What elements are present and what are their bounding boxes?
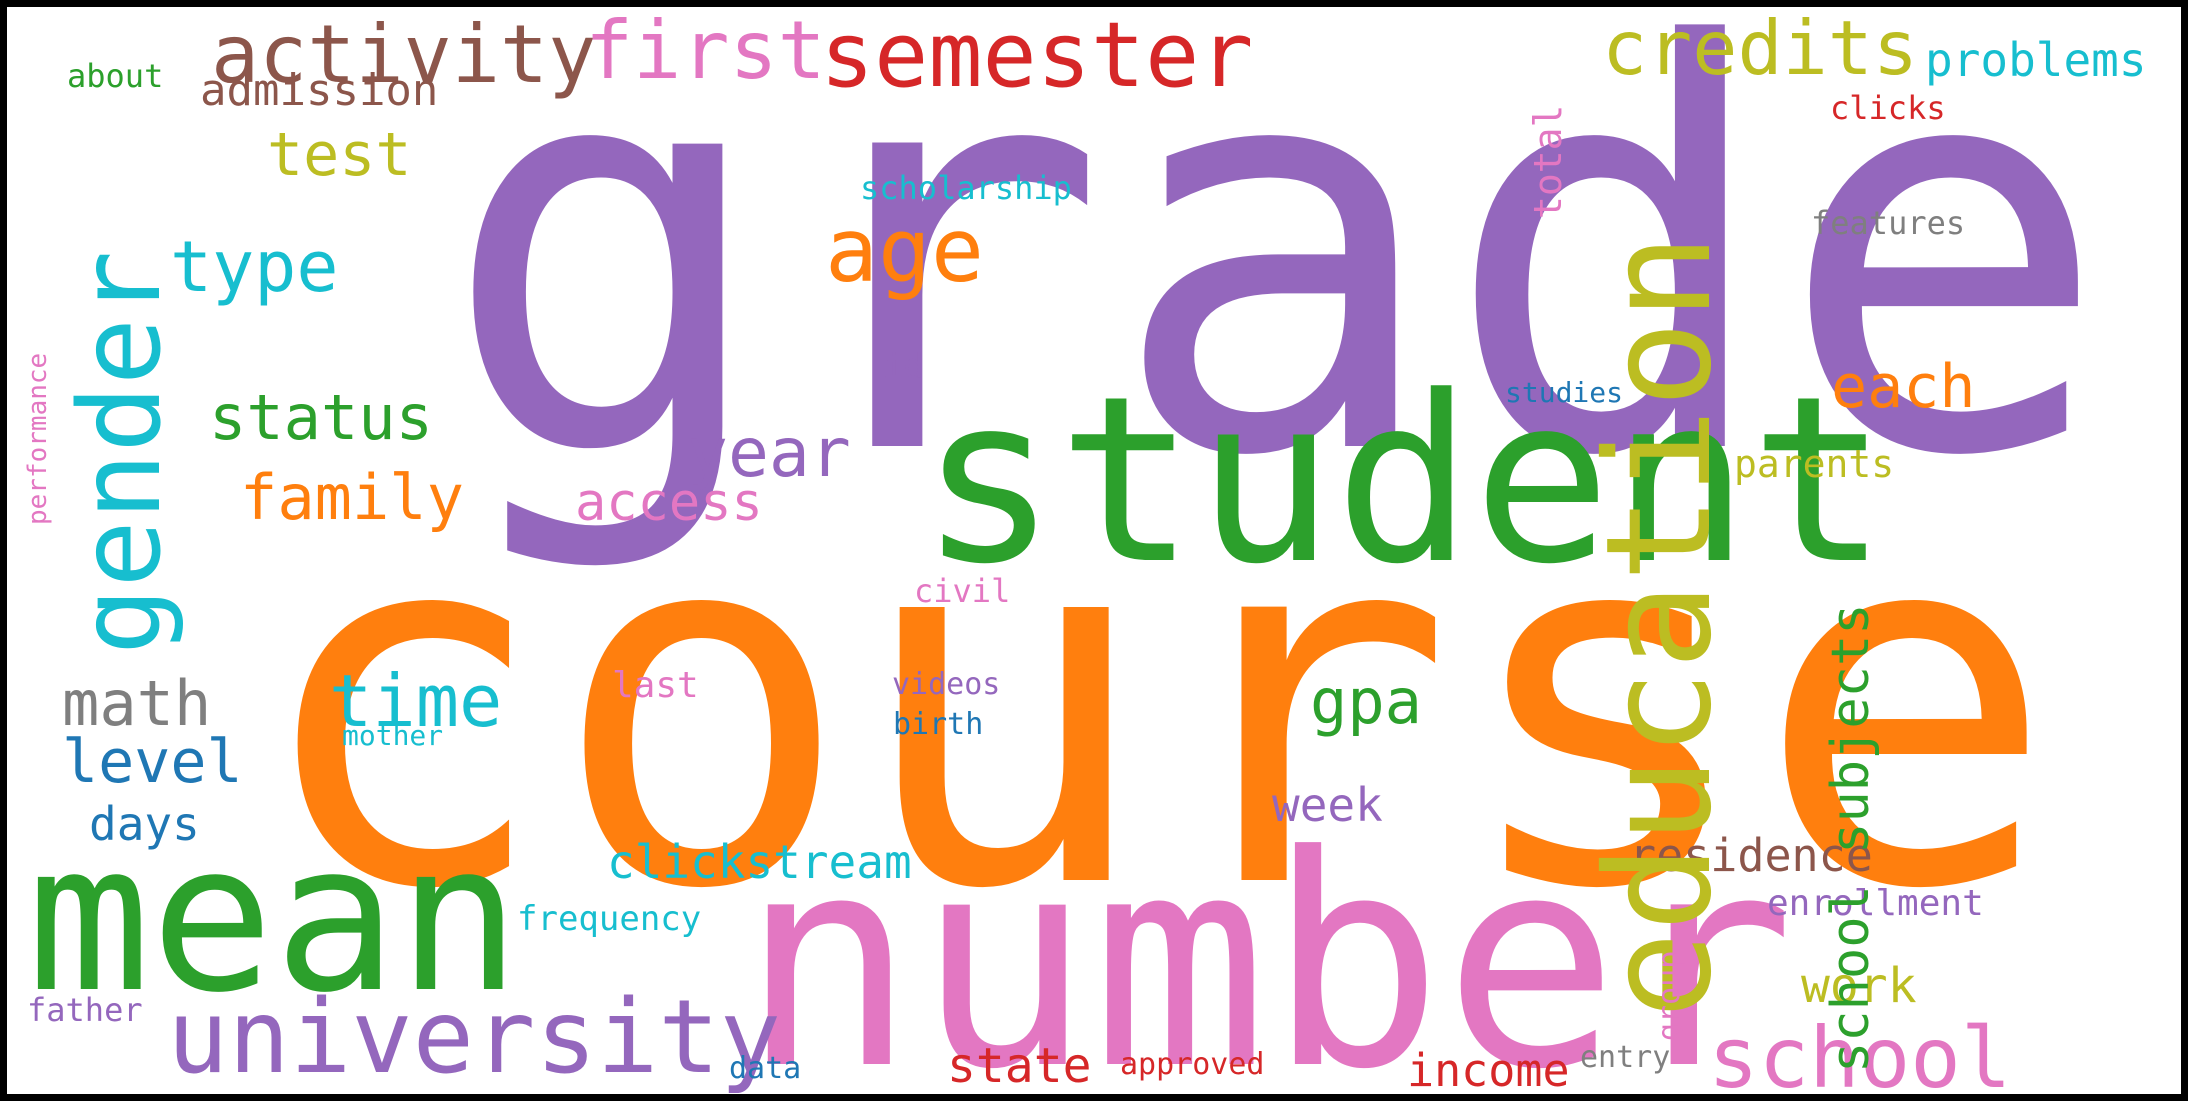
word-gpa: gpa [1310, 665, 1422, 738]
word-frequency: frequency [517, 899, 702, 939]
word-access: access [575, 473, 763, 533]
word-income: income [1407, 1044, 1570, 1094]
word-activity: activity [211, 8, 597, 101]
word-family: family [240, 461, 464, 534]
word-enrollment: enrollment [1767, 883, 1984, 924]
word-videos: videos [892, 667, 1001, 702]
wordcloud-canvas: grade course number student mean univers… [7, 7, 2181, 1094]
word-university: university [167, 978, 782, 1094]
word-credits: credits [1602, 7, 1919, 92]
word-problems: problems [1925, 33, 2147, 87]
word-math: math [62, 667, 212, 740]
word-status: status [209, 381, 433, 454]
word-group: group [1652, 950, 1687, 1041]
word-performance: performance [23, 352, 53, 525]
word-school-subjects: school subjects [1821, 603, 1881, 1073]
word-gender: gender [56, 250, 186, 655]
word-school: school [1708, 1009, 2012, 1094]
word-clickstream: clickstream [607, 835, 912, 889]
word-semester: semester [820, 7, 1254, 108]
word-id: id [883, 347, 924, 387]
word-parents: parents [1734, 442, 1895, 486]
word-student: student [919, 348, 1889, 615]
word-grade: grade [440, 7, 2111, 577]
word-clicks: clicks [1830, 89, 1946, 127]
word-about: about [67, 57, 164, 95]
word-time: time [329, 659, 503, 743]
word-features: features [1811, 204, 1966, 242]
word-mother: mother [342, 719, 444, 752]
word-data: data [729, 1051, 802, 1086]
word-state: state [947, 1038, 1092, 1094]
word-father: father [27, 991, 143, 1029]
word-course: course [250, 416, 2057, 998]
word-work: work [1801, 958, 1917, 1014]
word-first: first [585, 7, 826, 97]
word-week: week [1272, 778, 1383, 832]
word-days: days [89, 797, 200, 851]
word-total: total [1526, 104, 1570, 219]
word-each: each [1831, 352, 1976, 422]
word-last: last [612, 665, 699, 706]
word-type: type [170, 226, 339, 308]
word-birth: birth [893, 707, 984, 742]
word-approved: approved [1120, 1047, 1265, 1082]
word-level: level [62, 727, 243, 797]
word-mean: mean [27, 800, 521, 1038]
word-civil: civil [914, 572, 1011, 610]
word-admission: admission [200, 65, 439, 116]
word-age: age [825, 199, 984, 302]
word-residence: residence [1629, 829, 1873, 882]
word-test: test [267, 120, 412, 190]
word-scholarship: scholarship [860, 169, 1072, 207]
word-entry: entry [1580, 1040, 1671, 1075]
word-education: education [1575, 233, 1744, 1019]
word-number: number [740, 793, 1795, 1094]
word-studies: studies [1505, 376, 1624, 409]
word-year: year [687, 414, 851, 493]
